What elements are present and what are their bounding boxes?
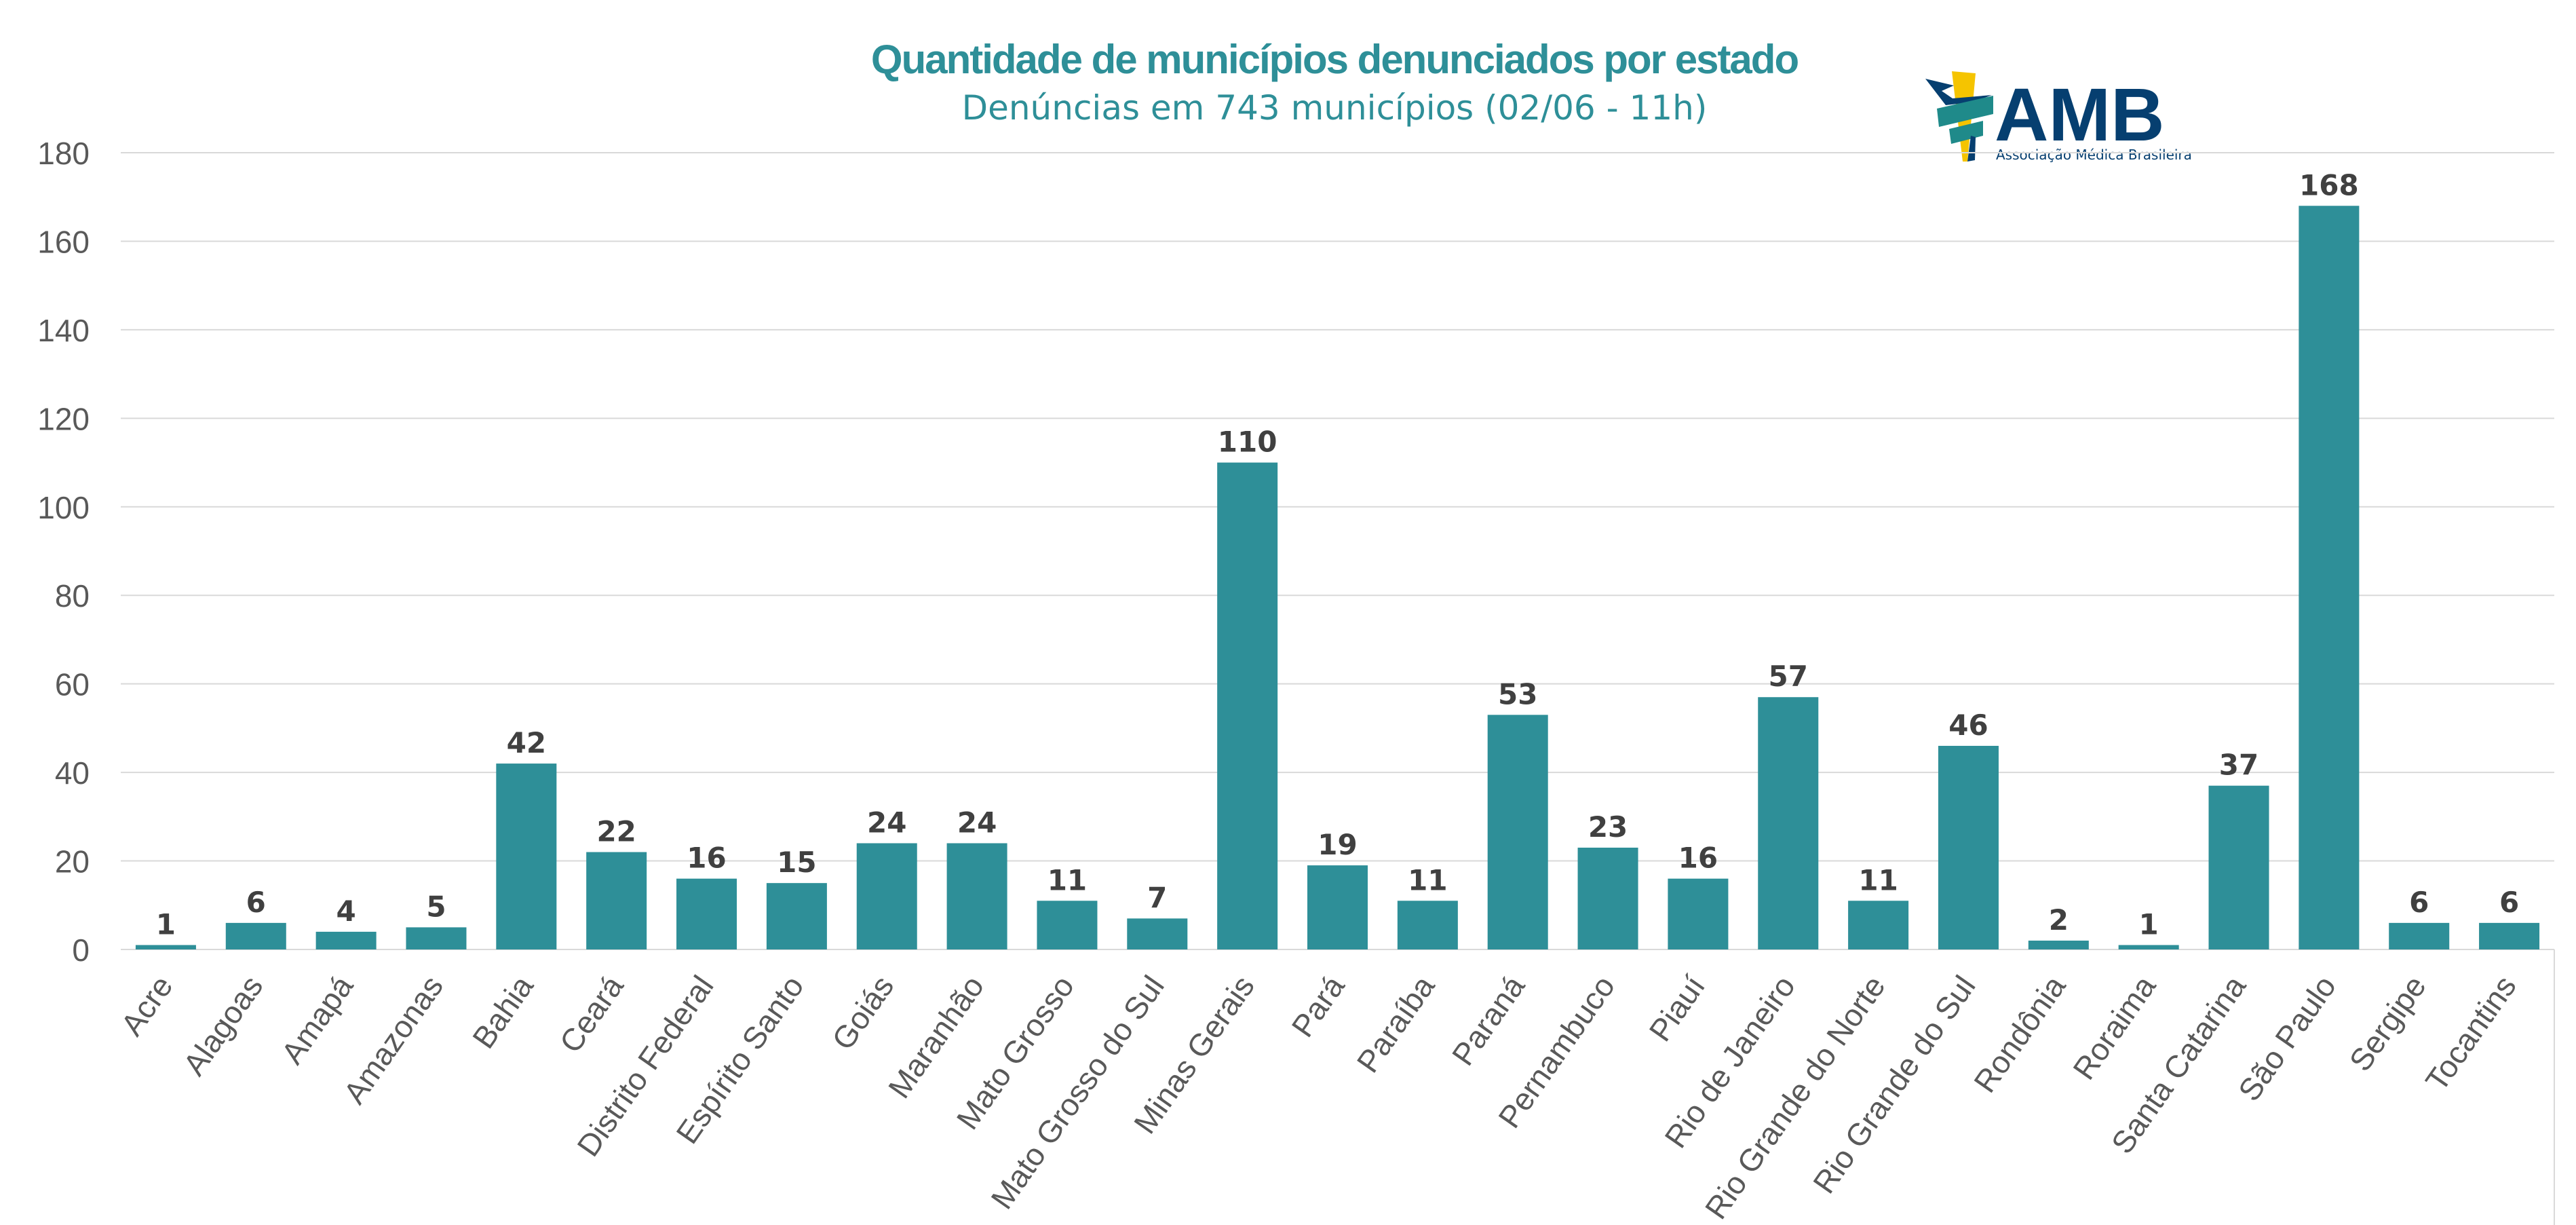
data-label: 16 bbox=[1678, 842, 1718, 875]
data-label: 24 bbox=[957, 806, 997, 839]
x-tick-label: Alagoas bbox=[176, 969, 270, 1082]
x-tick-label: Tocantins bbox=[2419, 969, 2523, 1097]
bar bbox=[1487, 715, 1548, 949]
chart-subtitle: Denúncias em 743 municípios (02/06 - 11h… bbox=[962, 88, 1708, 128]
data-label: 5 bbox=[426, 890, 446, 923]
data-label: 1 bbox=[2139, 907, 2159, 941]
bar bbox=[225, 922, 286, 949]
data-label: 24 bbox=[867, 806, 906, 839]
bar bbox=[676, 878, 737, 949]
x-tick-label: Amapá bbox=[274, 969, 360, 1071]
bar bbox=[2118, 945, 2179, 949]
x-tick-label: Rondônia bbox=[1967, 969, 2073, 1099]
bar bbox=[2479, 922, 2540, 949]
y-tick-label: 40 bbox=[55, 755, 90, 791]
y-tick-label: 160 bbox=[37, 224, 90, 259]
bar bbox=[406, 927, 467, 949]
x-tick-label: Ceará bbox=[552, 969, 630, 1059]
bar bbox=[496, 764, 557, 949]
x-tick-label: Piauí bbox=[1642, 969, 1712, 1048]
bar bbox=[1307, 865, 1368, 949]
data-label: 2 bbox=[2049, 903, 2069, 937]
bar bbox=[1037, 901, 1098, 949]
amb-logo: AMB Associação Médica Brasileira bbox=[1925, 71, 2192, 163]
bar bbox=[2389, 922, 2450, 949]
x-tick-label: Mato Grosso do Sul bbox=[984, 969, 1171, 1215]
bar bbox=[2208, 785, 2269, 949]
bar bbox=[2299, 206, 2360, 950]
bar bbox=[1938, 745, 1999, 949]
x-tick-label: Goiás bbox=[825, 969, 901, 1056]
bar bbox=[856, 843, 917, 949]
data-label: 46 bbox=[1948, 709, 1988, 742]
bar bbox=[1668, 878, 1729, 949]
data-label: 7 bbox=[1147, 881, 1167, 914]
bar bbox=[2028, 940, 2089, 949]
y-tick-label: 60 bbox=[55, 667, 90, 702]
data-label: 37 bbox=[2219, 749, 2258, 782]
data-label: 42 bbox=[507, 726, 546, 759]
data-label: 11 bbox=[1047, 863, 1087, 897]
data-label: 110 bbox=[1218, 426, 1277, 459]
x-tick-label: Sergipe bbox=[2342, 969, 2433, 1078]
bar bbox=[1758, 697, 1819, 949]
data-label: 4 bbox=[337, 894, 356, 928]
x-tick-label: Roraima bbox=[2066, 969, 2163, 1087]
bar bbox=[946, 843, 1007, 949]
x-tick-label: Acre bbox=[114, 969, 180, 1042]
y-tick-label: 20 bbox=[55, 844, 90, 880]
data-label: 1 bbox=[156, 907, 176, 941]
y-tick-label: 120 bbox=[37, 401, 90, 436]
bar bbox=[586, 852, 647, 949]
bar bbox=[135, 945, 196, 949]
data-label: 19 bbox=[1318, 828, 1357, 861]
logo-subtitle: Associação Médica Brasileira bbox=[1996, 147, 2192, 163]
data-label: 15 bbox=[777, 846, 816, 879]
logo-name: AMB bbox=[1995, 73, 2165, 157]
chart-title: Quantidade de municípios denunciados por… bbox=[871, 37, 1799, 82]
bar bbox=[1127, 918, 1188, 949]
bar bbox=[1397, 901, 1458, 949]
caduceus-icon bbox=[1925, 71, 1993, 162]
bar bbox=[315, 931, 377, 949]
data-label: 53 bbox=[1498, 677, 1537, 711]
bar bbox=[1577, 847, 1638, 949]
bar bbox=[1217, 462, 1278, 949]
x-tick-label: Bahia bbox=[465, 969, 540, 1055]
bar bbox=[1848, 901, 1909, 949]
data-label: 168 bbox=[2299, 168, 2359, 202]
x-tick-label: Pará bbox=[1284, 969, 1351, 1044]
data-label: 6 bbox=[2499, 886, 2519, 919]
x-tick-label: Paraná bbox=[1445, 969, 1532, 1072]
data-label: 6 bbox=[2409, 886, 2429, 919]
data-label: 23 bbox=[1588, 810, 1628, 844]
x-tick-label: Rio Grande do Sul bbox=[1806, 969, 1982, 1200]
bars bbox=[135, 206, 2540, 950]
y-tick-label: 100 bbox=[37, 490, 90, 525]
data-label: 11 bbox=[1858, 863, 1898, 897]
y-tick-label: 0 bbox=[72, 932, 90, 968]
x-tick-label: Paraíba bbox=[1350, 969, 1442, 1079]
y-tick-label: 80 bbox=[55, 578, 90, 614]
data-label: 11 bbox=[1408, 863, 1447, 897]
data-label: 6 bbox=[246, 886, 266, 919]
bar bbox=[766, 883, 827, 949]
data-label: 57 bbox=[1769, 660, 1808, 693]
data-label: 22 bbox=[596, 815, 636, 848]
y-tick-label: 180 bbox=[37, 136, 90, 171]
data-label: 16 bbox=[687, 842, 726, 875]
y-tick-label: 140 bbox=[37, 313, 90, 348]
y-axis: 0 20 40 60 80 100 120 140 160 180 bbox=[37, 136, 90, 968]
